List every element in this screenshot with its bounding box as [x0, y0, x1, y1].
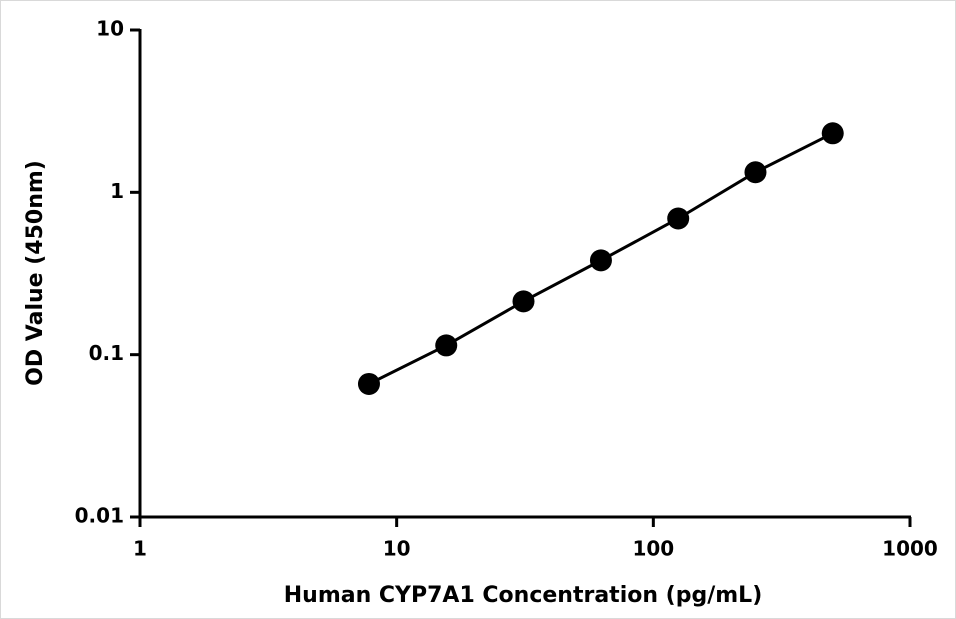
- x-axis-label: Human CYP7A1 Concentration (pg/mL): [284, 583, 763, 608]
- x-tick-label: 10: [383, 537, 411, 561]
- data-point: [667, 207, 690, 230]
- y-tick-label: 10: [96, 17, 124, 41]
- y-axis-label: OD Value (450nm): [23, 160, 48, 386]
- y-tick-label: 1: [110, 179, 124, 203]
- y-tick-label: 0.01: [75, 504, 124, 528]
- data-point: [512, 290, 535, 313]
- data-point: [821, 122, 844, 145]
- data-point: [744, 161, 767, 184]
- data-point: [357, 372, 380, 395]
- data-point: [589, 249, 612, 272]
- x-tick-label: 1000: [882, 537, 938, 561]
- x-tick-label: 100: [632, 537, 674, 561]
- y-tick-label: 0.1: [89, 341, 124, 365]
- x-tick-label: 1: [133, 537, 147, 561]
- data-point: [435, 334, 458, 357]
